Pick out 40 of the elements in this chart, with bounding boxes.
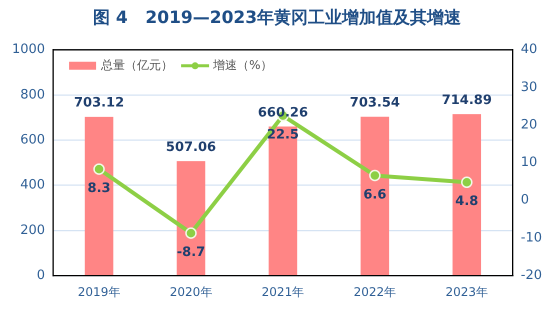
point — [93, 163, 105, 175]
x-tick-label: 2023年 — [446, 284, 488, 299]
bar — [360, 116, 390, 275]
data-label: 660.26 — [258, 105, 308, 120]
data-label: 507.06 — [166, 140, 216, 155]
x-tick-label: 2020年 — [170, 284, 212, 299]
legend-label: 增速（%） — [212, 58, 272, 72]
bar — [84, 116, 114, 275]
data-label: -8.7 — [176, 244, 206, 260]
data-label: 703.12 — [74, 96, 124, 111]
data-label: 4.8 — [455, 194, 478, 210]
y-tick-label: 1000 — [12, 42, 46, 58]
data-label: 703.54 — [350, 96, 400, 111]
y2-tick-label: 40 — [520, 42, 538, 58]
y-tick-label: 800 — [20, 87, 46, 102]
x-tick-label: 2021年 — [262, 284, 304, 299]
y-tick-label: 200 — [20, 222, 46, 238]
bar — [452, 114, 482, 275]
y-tick-label: 0 — [36, 268, 46, 283]
y2-tick-label: 0 — [520, 192, 530, 208]
data-label: 6.6 — [363, 187, 386, 202]
y2-tick-label: 20 — [520, 117, 538, 132]
y2-tick-label: 30 — [520, 80, 538, 95]
bar — [268, 126, 298, 275]
chart-title: 图 4 2019—2023年黄冈工业增加值及其增速 — [92, 7, 462, 30]
point — [369, 170, 381, 182]
point — [185, 227, 197, 239]
legend-label: 总量（亿元） — [100, 58, 174, 72]
point — [461, 176, 473, 188]
y2-tick-label: -10 — [520, 230, 542, 246]
y2-tick-label: -20 — [520, 268, 542, 283]
data-label: 8.3 — [88, 180, 111, 196]
y2-tick-label: 10 — [520, 155, 538, 170]
data-label: 714.89 — [442, 93, 492, 108]
y-tick-label: 600 — [20, 132, 46, 148]
bar — [176, 161, 206, 275]
y-tick-label: 400 — [20, 178, 46, 193]
x-tick-label: 2022年 — [354, 284, 396, 299]
x-tick-label: 2019年 — [78, 284, 120, 299]
data-label: 22.5 — [266, 128, 299, 143]
